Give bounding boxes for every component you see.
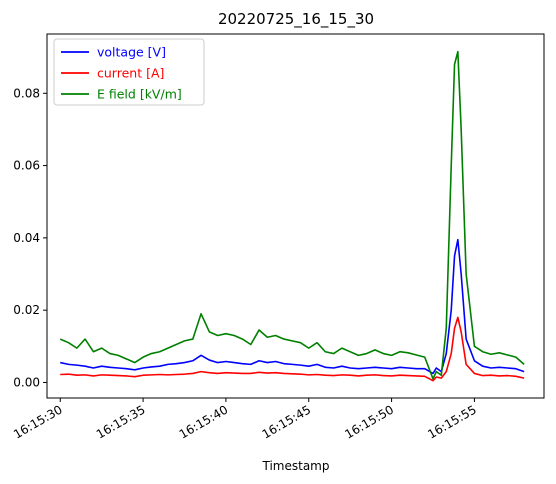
legend-label-0: voltage [V]: [97, 45, 166, 60]
legend-box: [53, 38, 205, 106]
series-line-2: [59, 50, 525, 380]
series-line-0: [60, 238, 525, 375]
chart-title: 20220725_16_15_30: [218, 10, 374, 29]
x-tick-label: 16:15:40: [177, 402, 231, 441]
plot-lines: [59, 50, 525, 382]
y-tick-label: 0.02: [13, 303, 40, 317]
legend-label-2: E field [kV/m]: [97, 87, 182, 102]
legend-label-1: current [A]: [97, 66, 164, 81]
series-line-1: [60, 316, 525, 382]
x-axis: 16:15:30 16:15:35 16:15:40 16:15:45 16:15:50…: [11, 398, 479, 442]
x-tick-label: 16:15:35: [94, 402, 148, 441]
x-tick-label: 16:15:55: [425, 402, 479, 441]
x-tick-label: 16:15:45: [260, 402, 314, 441]
y-tick-label: 0.08: [13, 86, 40, 100]
y-tick-label: 0.06: [13, 159, 40, 173]
plot-frame: [46, 33, 545, 399]
y-tick-label: 0.04: [13, 231, 40, 245]
y-tick-label: 0.00: [13, 375, 40, 389]
x-tick-label: 16:15:30: [11, 402, 65, 441]
y-axis: 0.00 0.02 0.04 0.06 0.08: [13, 86, 47, 389]
legend: voltage [V] current [A] E field [kV/m]: [53, 38, 205, 106]
x-tick-label: 16:15:50: [342, 402, 396, 441]
x-axis-label: Timestamp: [262, 459, 330, 473]
